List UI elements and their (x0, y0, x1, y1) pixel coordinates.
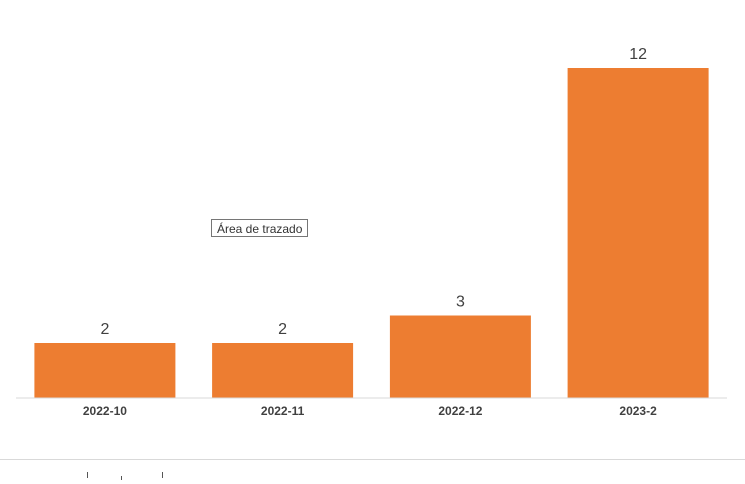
scrollbar-mark (121, 476, 122, 480)
data-label-2022-11: 2 (278, 321, 287, 338)
data-label-2023-2: 12 (629, 46, 647, 63)
x-tick-label-2022-12: 2022-12 (438, 404, 482, 418)
bar-2022-10 (34, 343, 176, 398)
bar-2022-12 (389, 315, 531, 398)
bar-2023-2 (567, 68, 709, 398)
data-labels-layer: 2 2 3 12 (100, 46, 647, 338)
scrollbar-mark (87, 472, 88, 478)
x-tick-label-2023-2: 2023-2 (619, 404, 657, 418)
sheet-divider (0, 459, 745, 460)
data-label-2022-10: 2 (100, 321, 109, 338)
x-tick-label-2022-11: 2022-11 (261, 404, 305, 418)
bar-2022-11 (212, 343, 354, 398)
x-tick-labels-layer: 2022-10 2022-11 2022-12 2023-2 (83, 404, 657, 418)
plot-area-tooltip: Área de trazado (211, 219, 309, 237)
bars-layer (34, 68, 709, 398)
data-label-2022-12: 3 (456, 294, 465, 311)
x-tick-label-2022-10: 2022-10 (83, 404, 127, 418)
scrollbar-mark (162, 472, 163, 478)
